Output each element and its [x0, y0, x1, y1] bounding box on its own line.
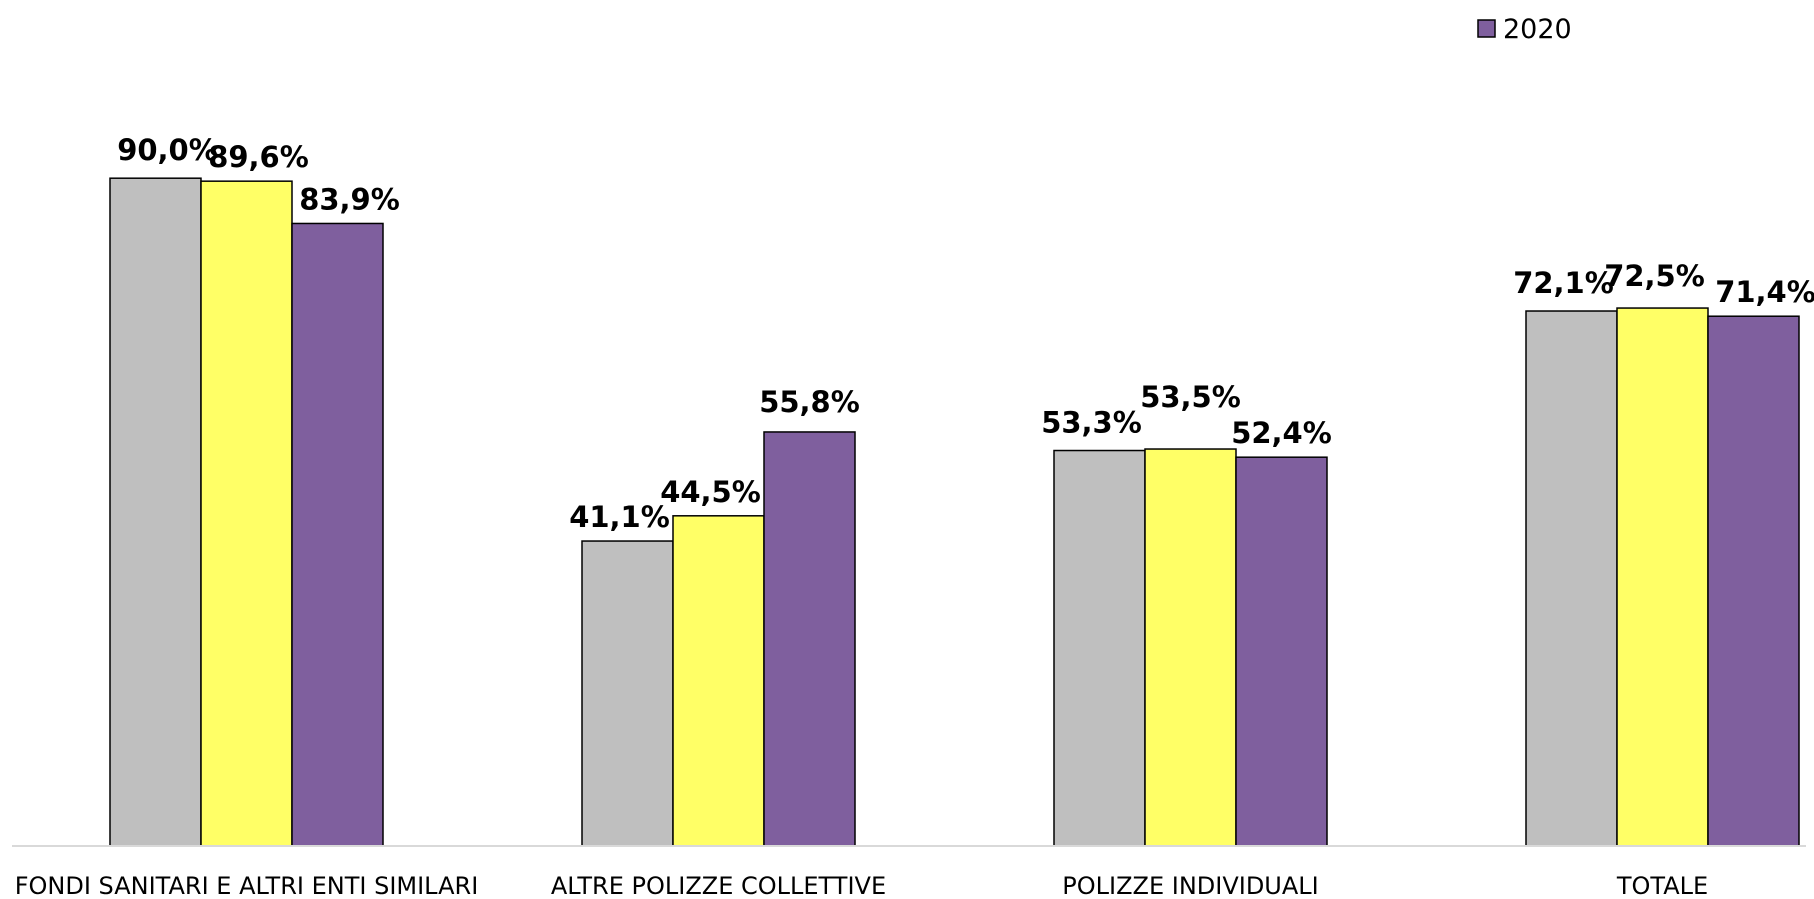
- value-label-series-3-totale: 71,4%: [1715, 275, 1814, 309]
- bar-series-1-totale: [1525, 310, 1618, 847]
- bar-series-3-totale: [1707, 315, 1800, 847]
- value-label-series-3-polizze-individuali: 52,4%: [1231, 416, 1332, 450]
- value-labels-group: 90,0%89,6% 83,9% 41,1%44,5% 55,8% 53,3%53,5%…: [117, 133, 1814, 534]
- bar-series-3-fondi-sanitari-e-altri-enti-similari: [291, 222, 384, 847]
- bar-series-2-polizze-individuali: [1144, 448, 1237, 847]
- value-label-series-3-fondi-sanitari-e-altri-enti-similari: 83,9%: [299, 182, 400, 216]
- category-label-altre-polizze-collettive: ALTRE POLIZZE COLLETTIVE: [551, 872, 886, 899]
- value-label-series-1-totale: 72,1%: [1513, 266, 1614, 300]
- bar-series-1-fondi-sanitari-e-altri-enti-similari: [109, 177, 202, 847]
- legend-label-2020: 2020: [1503, 14, 1572, 45]
- value-label-series-2-altre-polizze-collettive: 44,5%: [660, 475, 761, 509]
- bars-group: [109, 177, 1800, 847]
- bar-series-3-altre-polizze-collettive: [763, 431, 856, 847]
- bar-series-1-altre-polizze-collettive: [581, 540, 674, 847]
- bar-series-2-totale: [1616, 307, 1709, 847]
- category-label-polizze-individuali: POLIZZE INDIVIDUALI: [1062, 872, 1319, 899]
- value-label-series-2-fondi-sanitari-e-altri-enti-similari: 89,6%: [208, 140, 309, 174]
- value-label-series-1-fondi-sanitari-e-altri-enti-similari: 90,0%: [117, 133, 218, 167]
- bar-series-3-polizze-individuali: [1235, 456, 1328, 847]
- category-label-totale: TOTALE: [1616, 872, 1708, 899]
- bar-series-2-altre-polizze-collettive: [672, 515, 765, 847]
- value-label-series-1-altre-polizze-collettive: 41,1%: [569, 500, 670, 534]
- bar-series-1-polizze-individuali: [1053, 449, 1146, 847]
- value-label-series-2-totale: 72,5%: [1604, 259, 1705, 293]
- legend: 2020: [1477, 14, 1572, 45]
- value-label-series-1-polizze-individuali: 53,3%: [1041, 406, 1142, 440]
- category-labels-group: FONDI SANITARI E ALTRI ENTI SIMILARI ALTR…: [15, 872, 1708, 899]
- bar-series-2-fondi-sanitari-e-altri-enti-similari: [200, 180, 293, 847]
- value-label-series-2-polizze-individuali: 53,5%: [1140, 380, 1241, 414]
- category-label-fondi-sanitari-e-altri-enti-similari: FONDI SANITARI E ALTRI ENTI SIMILARI: [15, 872, 479, 899]
- legend-swatch-2020: [1477, 19, 1496, 38]
- value-label-series-3-altre-polizze-collettive: 55,8%: [759, 385, 860, 419]
